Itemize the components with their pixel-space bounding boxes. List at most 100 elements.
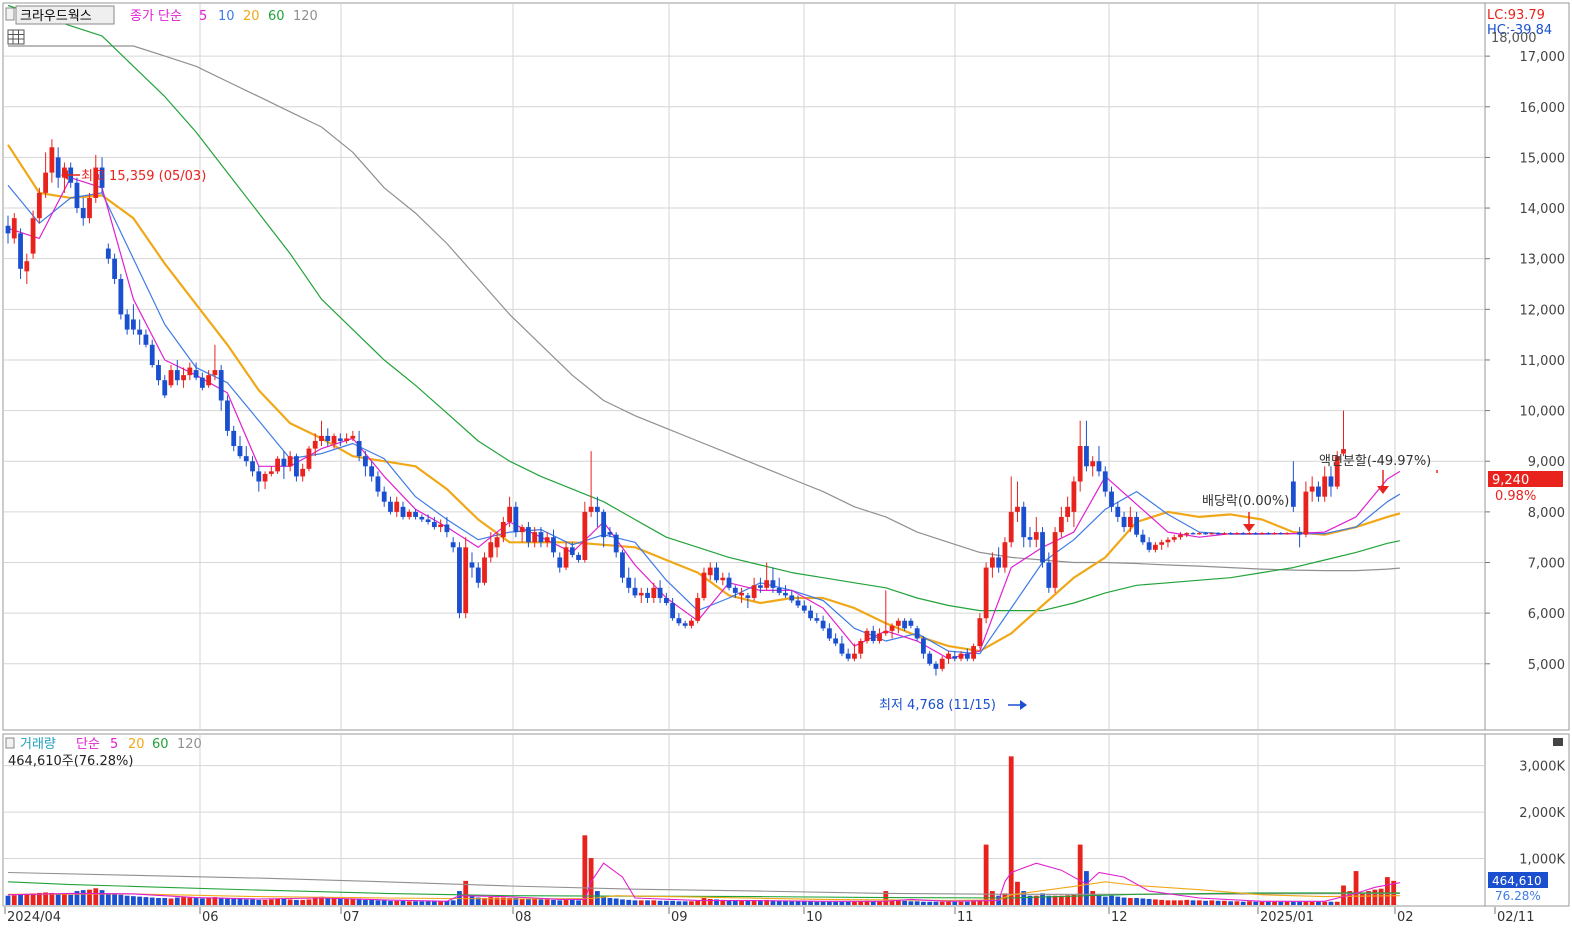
candle (582, 501, 588, 563)
candle-body (375, 476, 381, 492)
price-axis-panel (1484, 2, 1570, 731)
volume-bar (964, 901, 970, 905)
candle (388, 496, 393, 515)
candle (43, 152, 49, 198)
candle-body (626, 577, 632, 588)
candle (745, 592, 751, 609)
volume-bar (927, 901, 933, 905)
volume-bar (425, 901, 431, 905)
grid-table-icon[interactable] (7, 29, 25, 45)
candle (225, 395, 230, 436)
candle-body (294, 456, 299, 477)
volume-bar (206, 898, 212, 905)
volume-bar (388, 900, 393, 905)
candle (469, 552, 475, 578)
volume-bar (1378, 888, 1384, 905)
candle (1140, 529, 1146, 545)
candle-body (1284, 533, 1290, 535)
candle-body (1297, 532, 1303, 535)
candle-body (1134, 516, 1139, 535)
candle-body (1140, 534, 1146, 543)
volume-bar (620, 899, 625, 905)
candle (682, 620, 688, 629)
candle-body (388, 501, 393, 512)
candle-body (833, 638, 839, 644)
candle (789, 590, 795, 604)
candle (463, 537, 469, 619)
volume-bar (1090, 891, 1096, 905)
candle (93, 154, 99, 203)
volume-bar (613, 898, 619, 905)
candle (325, 428, 331, 447)
candle-body (131, 319, 136, 330)
candle-body (112, 258, 117, 279)
ma-legend-prefix: 종가 단순 (130, 9, 182, 24)
candle (632, 577, 638, 598)
candle (11, 213, 17, 244)
candle-body (80, 208, 86, 219)
volume-bar (1372, 889, 1378, 905)
ex-dividend-label: 배당락(0.00%) (1202, 494, 1289, 509)
candles (5, 139, 1346, 676)
candle (845, 648, 851, 662)
volume-bar (1272, 901, 1277, 905)
volume-ma-20: 20 (128, 737, 145, 752)
candle-body (576, 554, 581, 560)
candle-body (362, 456, 368, 467)
volume-bar (306, 899, 312, 905)
volume-bar (1190, 900, 1196, 905)
candle-body (1259, 533, 1265, 535)
candle-body (921, 638, 926, 654)
candle-body (457, 547, 462, 614)
volume-bar (212, 897, 218, 905)
volume-panel-menu-icon[interactable] (1553, 738, 1563, 746)
volume-bar (344, 898, 349, 905)
candle-body (431, 521, 437, 528)
candle (406, 509, 412, 520)
volume-bar (645, 900, 650, 905)
candle-body (218, 370, 224, 401)
volume-bar (670, 900, 676, 905)
stock-name-box[interactable] (15, 5, 115, 25)
candle-body (864, 630, 870, 641)
candle (74, 177, 80, 214)
collapse-toggle-icon[interactable] (5, 7, 15, 21)
candle-body (676, 618, 682, 624)
volume-collapse-icon[interactable] (5, 737, 15, 749)
candle (268, 466, 274, 477)
candle-body (1316, 486, 1321, 497)
candle (381, 486, 387, 507)
candle (118, 273, 124, 320)
candle-body (651, 587, 657, 598)
candle (751, 577, 757, 601)
volume-bar (776, 900, 782, 905)
candle-body (726, 577, 732, 588)
volume-bar (24, 893, 30, 905)
candle (908, 618, 914, 629)
volume-bar (532, 898, 538, 905)
candle-body (1052, 532, 1058, 588)
candle-body (507, 506, 512, 522)
price-tick-label: 6,000 (1528, 607, 1565, 622)
volume-bar (1297, 901, 1303, 905)
candle-body (814, 618, 820, 621)
volume-bar (225, 898, 230, 905)
candle-body (739, 592, 744, 596)
candle-body (1015, 506, 1020, 512)
volume-bar (149, 897, 155, 905)
volume-bar (1027, 895, 1033, 905)
volume-ma-120: 120 (177, 737, 202, 752)
volume-bar (243, 899, 249, 905)
volume-bar (1265, 901, 1271, 905)
volume-bar (444, 900, 450, 905)
candle-body (1303, 491, 1309, 535)
volume-bar (632, 900, 638, 905)
date-tick-label: 2024/04 (7, 910, 61, 925)
candle-body (714, 567, 719, 581)
volume-tick-label: 3,000K (1519, 760, 1565, 775)
candle (1165, 537, 1171, 548)
candle (833, 633, 839, 647)
candle (457, 542, 462, 619)
candle (193, 362, 199, 381)
candle-body (751, 585, 757, 598)
